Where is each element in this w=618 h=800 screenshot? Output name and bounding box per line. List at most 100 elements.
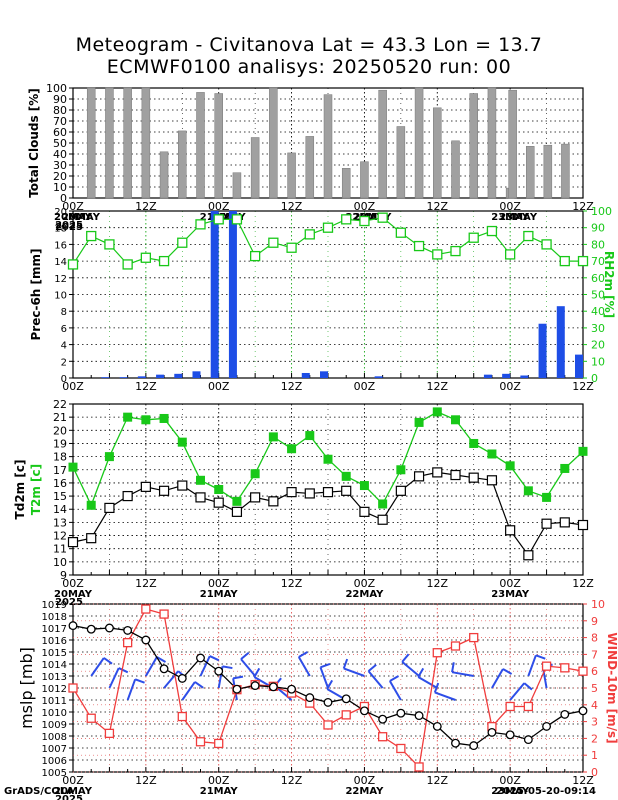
rh-point xyxy=(268,237,279,248)
cloud-bar xyxy=(561,143,570,199)
y-tick-label: 20 xyxy=(53,424,67,437)
td2m-point xyxy=(468,472,479,483)
td2m-point xyxy=(67,537,79,548)
mslp-point xyxy=(359,706,369,716)
mslp-point xyxy=(487,727,497,737)
x-tick-label: 12Z xyxy=(281,200,303,213)
x-tick-label: 00Z xyxy=(499,380,521,393)
date-label: 20MAY xyxy=(62,212,101,223)
year-label: 2025 xyxy=(55,794,83,800)
t2m-point xyxy=(487,449,497,459)
rh-point xyxy=(195,219,206,230)
y-tick-label: 1014 xyxy=(42,660,67,671)
wind-point xyxy=(541,661,552,671)
td2m-point xyxy=(268,496,279,507)
wind-barb xyxy=(297,656,311,677)
x-tick-label: 00Z xyxy=(354,774,376,787)
chart-subtitle: ECMWF0100 analisys: 20250520 run: 00 xyxy=(106,56,512,78)
date-label: 21MAY xyxy=(208,212,247,223)
wind-point xyxy=(68,683,78,693)
y-tick-label-right: 40 xyxy=(591,305,605,318)
mslp-point xyxy=(505,730,515,740)
x-tick-label: 12Z xyxy=(135,380,157,393)
y-tick-label: 1009 xyxy=(42,720,67,731)
precip-bar xyxy=(502,373,511,378)
rh-point xyxy=(122,259,133,270)
td2m-point xyxy=(86,533,97,544)
y-tick-label: 1012 xyxy=(42,684,67,695)
y-tick-label-right: 10 xyxy=(591,598,605,611)
x-tick-label: 12Z xyxy=(572,200,594,213)
y-tick-label: 1015 xyxy=(42,648,67,659)
precip-bar xyxy=(174,373,183,378)
cloud-bar xyxy=(178,130,187,199)
x-tick-label: 12Z xyxy=(281,774,303,787)
mslp-point xyxy=(542,721,552,731)
mslp-point xyxy=(104,623,114,633)
wind-barb-flag xyxy=(209,655,220,662)
mslp-point xyxy=(268,682,278,692)
x-tick-label: 00Z xyxy=(354,380,376,393)
t2m-point xyxy=(414,417,424,427)
wind-barb xyxy=(240,658,256,677)
wind-barb xyxy=(417,676,438,689)
date-label: 20MAY xyxy=(54,589,93,600)
x-tick-label: 00Z xyxy=(499,200,521,213)
mslp-point xyxy=(560,709,570,719)
wind-point xyxy=(414,762,424,772)
year-label: 2025 xyxy=(55,222,83,233)
x-tick-label: 12Z xyxy=(281,577,303,590)
y-tick-label: 9 xyxy=(60,569,67,582)
year-label: 2025 xyxy=(55,220,83,231)
x-tick-label: 00Z xyxy=(208,774,230,787)
td2m-point xyxy=(523,550,534,561)
td2m-point xyxy=(286,487,297,498)
t2m-point xyxy=(378,499,388,509)
wind-barb xyxy=(181,681,196,701)
mslp-point xyxy=(250,681,260,691)
mslp-point xyxy=(469,741,479,751)
y-axis-label: Prec-6h [mm] xyxy=(29,249,43,341)
cloud-bar xyxy=(341,168,351,199)
cloud-bar xyxy=(323,94,333,199)
wind-barb xyxy=(126,678,137,701)
x-tick-label: 12Z xyxy=(135,774,157,787)
t2m-point xyxy=(523,486,533,496)
mslp-point xyxy=(578,706,588,716)
wind-barb-flag xyxy=(240,651,250,660)
y-tick-label-right: 30 xyxy=(591,322,605,335)
mslp-point xyxy=(305,693,315,703)
x-tick-label: 12Z xyxy=(135,577,157,590)
t2m-point xyxy=(159,413,169,423)
wind-barb xyxy=(343,667,365,677)
date-label: 22MAY xyxy=(345,786,384,797)
wind-barb-flag xyxy=(342,658,349,669)
mslp-point xyxy=(196,653,205,663)
t2m-point xyxy=(268,432,278,442)
t2m-point xyxy=(469,438,479,448)
cloud-bar xyxy=(378,89,387,199)
wind-point xyxy=(432,648,442,658)
y-tick-label: 1006 xyxy=(42,756,67,767)
precip-bar xyxy=(210,211,219,378)
rh-point xyxy=(523,230,534,242)
y-tick-label-right: 70 xyxy=(591,255,605,268)
y-tick-label-right: 100 xyxy=(591,205,612,218)
mslp-point xyxy=(396,708,406,718)
cloud-bar xyxy=(525,146,535,199)
t2m-point xyxy=(196,475,205,485)
precip-bar xyxy=(156,374,165,378)
rh-point xyxy=(158,255,170,267)
cloud-bar xyxy=(123,87,132,199)
mslp-point xyxy=(323,697,333,707)
rh-point xyxy=(541,239,552,250)
precip-bar xyxy=(374,376,383,378)
y-tick-label-right: 8 xyxy=(591,632,598,645)
td2m-point xyxy=(450,469,461,481)
x-tick-label: 00Z xyxy=(62,577,84,590)
rh-point xyxy=(67,259,79,270)
y-tick-label: 12 xyxy=(53,530,67,543)
td2m-point xyxy=(341,485,352,496)
